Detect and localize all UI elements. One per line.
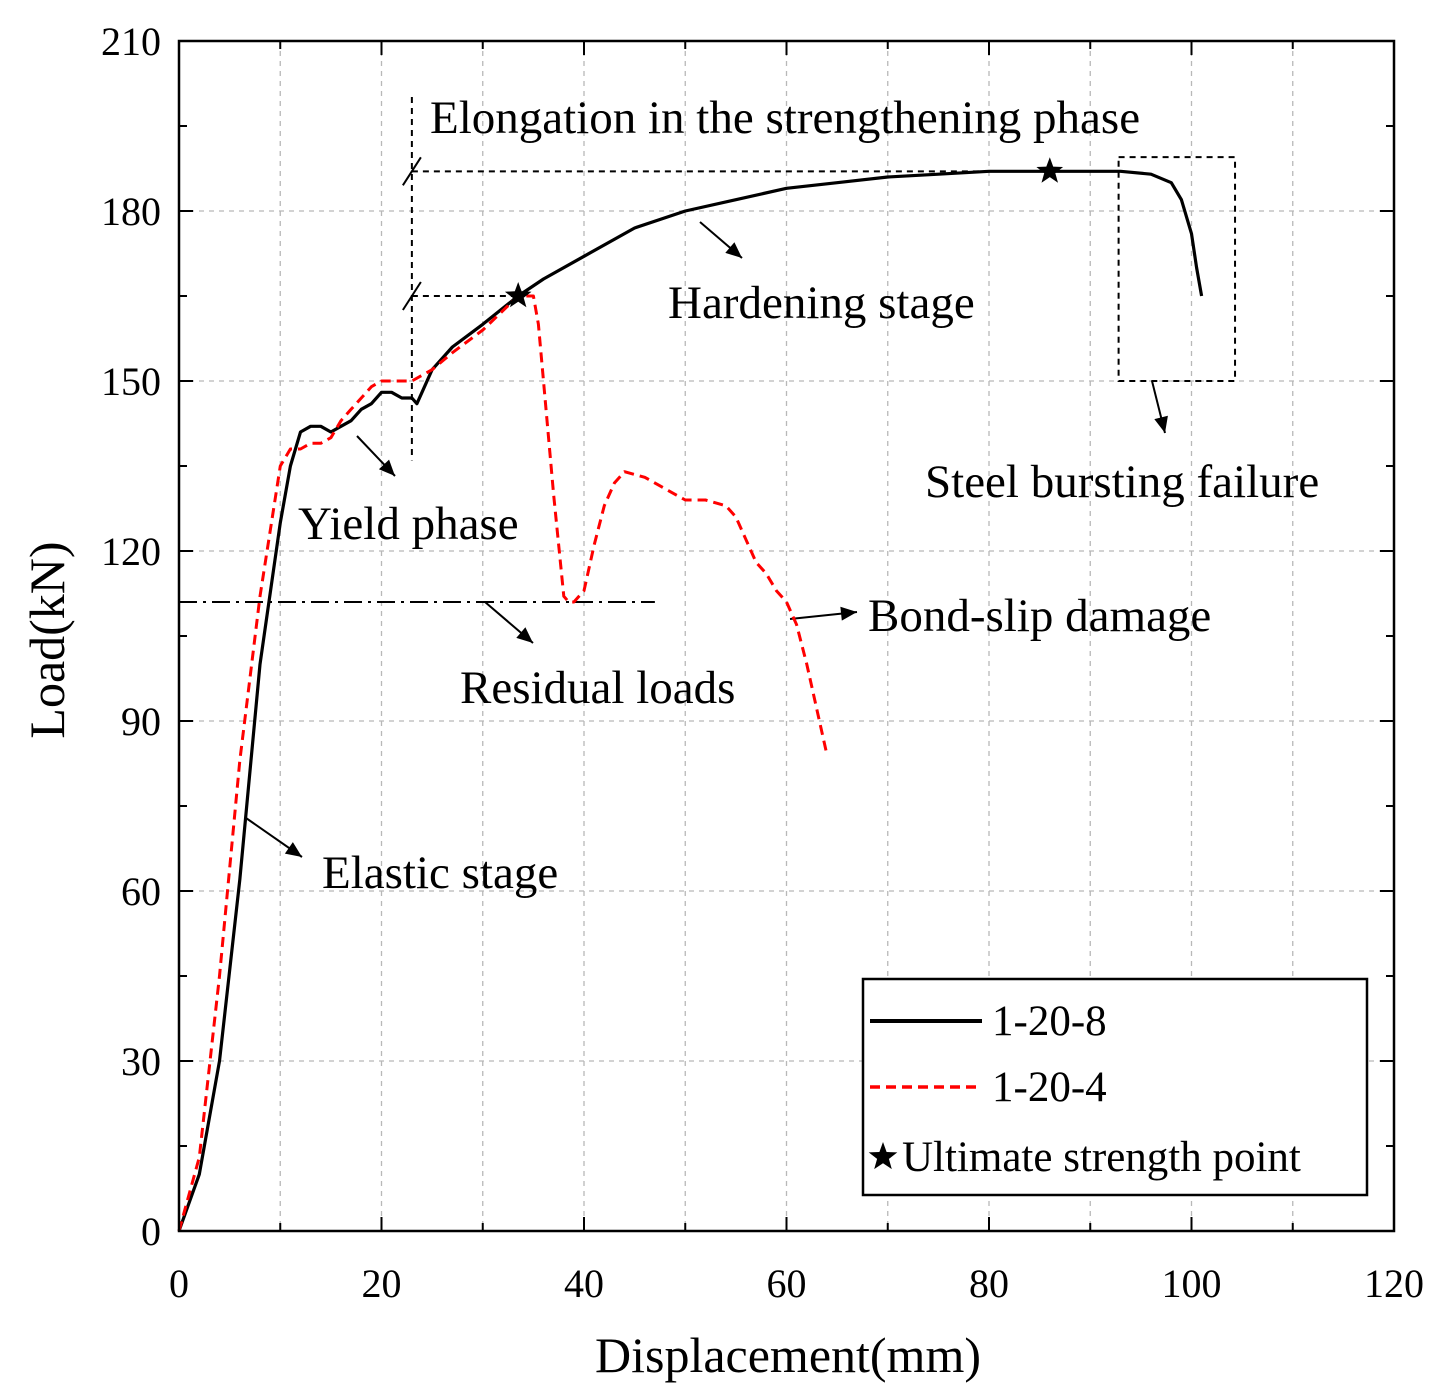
y-tick-label-30: 30: [121, 1039, 161, 1084]
ultimate-point-1-20-8: [1036, 157, 1064, 183]
arrow-hardening-head: [725, 242, 742, 258]
x-tick-label-120: 120: [1364, 1261, 1424, 1306]
arrow-elastic: [245, 817, 303, 858]
x-tick-label-80: 80: [969, 1261, 1009, 1306]
series-line-1-20-8: [177, 169, 1204, 1232]
arrow-bond-slip: [789, 606, 858, 621]
annotation-bond-slip: Bond-slip damage: [868, 590, 1211, 642]
break-mark-lower: [402, 281, 422, 311]
annotation-hardening: Hardening stage: [668, 277, 975, 329]
arrow-yield-head: [378, 459, 395, 476]
x-tick-label-20: 20: [362, 1261, 402, 1306]
legend-label-1-20-4: 1-20-4: [992, 1064, 1107, 1111]
ultimate-point-1-20-4: [504, 282, 532, 308]
legend-label-ultimate: Ultimate strength point: [902, 1134, 1301, 1181]
arrow-yield: [356, 435, 396, 477]
y-tick-label-120: 120: [101, 529, 161, 574]
arrow-residual-head: [516, 627, 533, 643]
axes: 0 20 40 60 80 100 120 0 30 60 90 120 150 180 210: [101, 19, 1424, 1306]
y-tick-label-60: 60: [121, 869, 161, 914]
series-line-1-20-4: [177, 294, 829, 1232]
x-tick-label-100: 100: [1162, 1261, 1222, 1306]
steel-bursting-box: [1117, 156, 1237, 382]
arrow-bond-slip-head: [840, 606, 857, 621]
series-lines: [177, 169, 1204, 1232]
x-axis-title: Displacement(mm): [595, 1327, 981, 1383]
arrow-hardening: [699, 221, 743, 259]
arrow-elastic-head: [284, 842, 302, 857]
y-tick-label-0: 0: [141, 1209, 161, 1254]
x-tick-label-0: 0: [169, 1261, 189, 1306]
break-mark-upper: [402, 156, 422, 186]
y-tick-label-210: 210: [101, 19, 161, 64]
y-tick-label-150: 150: [101, 359, 161, 404]
arrow-steel-bursting: [1151, 380, 1168, 434]
y-tick-label-180: 180: [101, 189, 161, 234]
arrow-steel-bursting-head: [1154, 415, 1168, 433]
legend-star-icon: [868, 1142, 898, 1170]
y-axis-title: Load(kN): [19, 541, 75, 738]
annotation-yield: Yield phase: [298, 498, 519, 550]
x-tick-label-60: 60: [767, 1261, 807, 1306]
arrow-residual: [484, 601, 534, 644]
legend: 1-20-8 1-20-4 Ultimate strength point: [861, 977, 1369, 1197]
annotation-residual: Residual loads: [460, 662, 735, 714]
ultimate-markers: [504, 157, 1064, 308]
legend-box: [861, 977, 1369, 1197]
annotation-elastic: Elastic stage: [322, 847, 558, 899]
legend-label-1-20-8: 1-20-8: [992, 998, 1107, 1045]
y-tick-label-90: 90: [121, 699, 161, 744]
annotation-steel-bursting: Steel bursting failure: [925, 456, 1319, 508]
annotation-guides: [179, 97, 1237, 858]
x-tick-label-40: 40: [564, 1261, 604, 1306]
annotation-elongation: Elongation in the strengthening phase: [430, 92, 1140, 144]
